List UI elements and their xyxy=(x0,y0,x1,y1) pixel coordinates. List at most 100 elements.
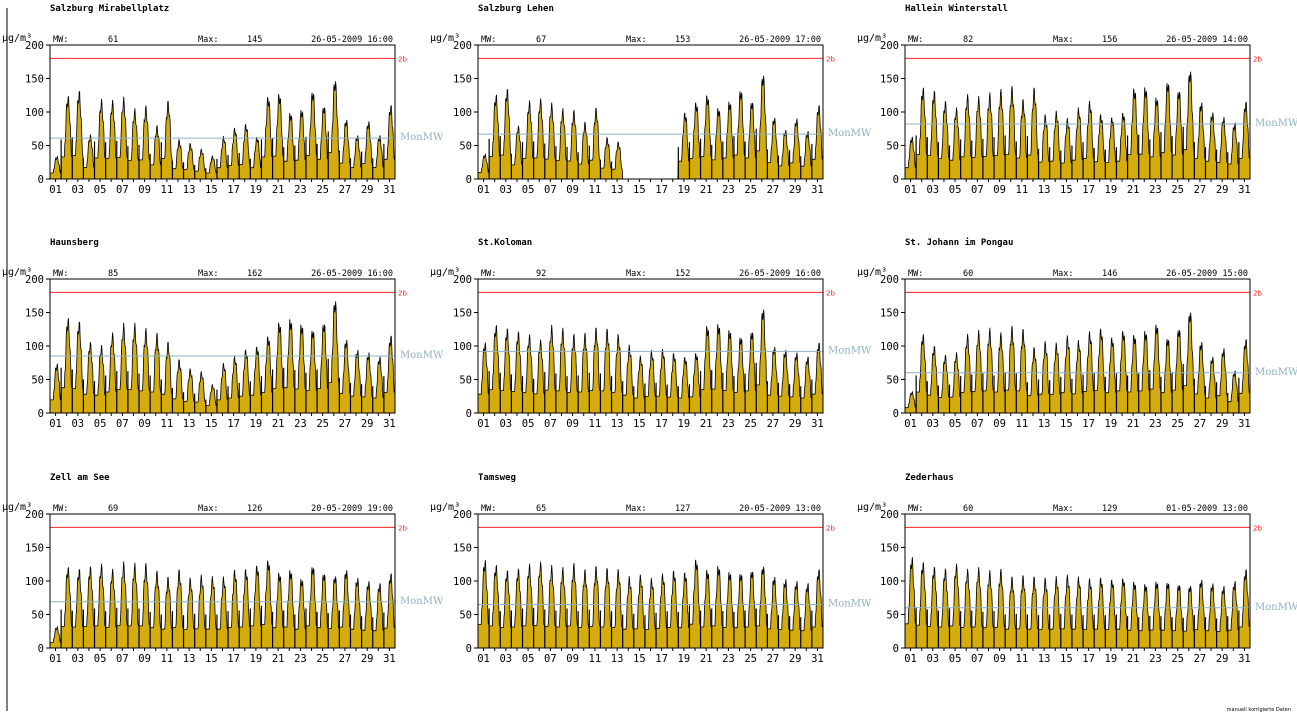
x-tick-label: 29 xyxy=(1216,653,1229,665)
x-tick-label: 17 xyxy=(655,184,668,196)
x-tick-label: 09 xyxy=(138,418,151,430)
x-tick-label: 23 xyxy=(722,653,735,665)
x-tick-label: 31 xyxy=(1238,184,1251,196)
y-tick-label: 100 xyxy=(25,576,44,588)
x-tick-label: 19 xyxy=(250,184,263,196)
mean-value: 82 xyxy=(963,35,973,45)
mean-line-label: MonMW xyxy=(1255,367,1297,378)
x-tick-label: 15 xyxy=(1060,653,1073,665)
y-tick-label: 200 xyxy=(880,274,899,286)
mean-value: 85 xyxy=(108,269,118,279)
x-tick-label: 13 xyxy=(1038,184,1051,196)
mean-value: 92 xyxy=(536,269,546,279)
x-tick-label: 27 xyxy=(767,653,780,665)
y-tick-label: 50 xyxy=(459,375,472,387)
ozone-area xyxy=(905,312,1250,413)
max-timestamp: 26-05-2009 16:00 xyxy=(739,269,821,279)
x-tick-label: 29 xyxy=(1216,184,1229,196)
x-tick-label: 07 xyxy=(971,184,984,196)
x-tick-label: 05 xyxy=(522,184,535,196)
max-value: 129 xyxy=(1102,504,1117,514)
y-tick-label: 0 xyxy=(38,408,44,420)
ozone-area xyxy=(50,301,395,413)
mean-line-label: MonMW xyxy=(400,132,444,143)
x-tick-label: 31 xyxy=(1238,418,1251,430)
x-tick-label: 27 xyxy=(767,418,780,430)
y-tick-label: 0 xyxy=(893,174,899,186)
y-tick-label: 50 xyxy=(459,610,472,622)
x-tick-label: 03 xyxy=(499,653,512,665)
panel-2: Salzburg Lehen µg/m³ MW: 67 Max: 153 26-05-200… xyxy=(430,4,872,196)
x-tick-label: 13 xyxy=(611,184,624,196)
limit-line-label: 2b xyxy=(398,524,407,532)
x-tick-label: 11 xyxy=(1016,418,1029,430)
mean-line-label: MonMW xyxy=(828,598,872,609)
y-tick-label: 150 xyxy=(25,308,44,320)
panel-6: St. Johann im Pongau µg/m³ MW: 60 Max: 146 26-… xyxy=(857,237,1297,430)
x-tick-label: 25 xyxy=(744,184,757,196)
x-tick-label: 11 xyxy=(589,653,602,665)
y-tick-label: 150 xyxy=(453,308,472,320)
y-tick-label: 100 xyxy=(453,341,472,353)
y-axis-unit: µg/m³ xyxy=(2,502,32,513)
x-tick-label: 15 xyxy=(1060,418,1073,430)
ozone-line xyxy=(478,89,624,180)
panel-title: Haunsberg xyxy=(50,238,99,248)
x-tick-label: 13 xyxy=(1038,653,1051,665)
x-tick-label: 29 xyxy=(361,184,374,196)
x-tick-label: 05 xyxy=(522,653,535,665)
x-tick-label: 07 xyxy=(544,418,557,430)
max-value: 162 xyxy=(247,269,262,279)
x-tick-label: 27 xyxy=(339,184,352,196)
x-tick-label: 21 xyxy=(1127,418,1140,430)
y-tick-label: 100 xyxy=(880,341,899,353)
x-tick-label: 11 xyxy=(161,184,174,196)
x-tick-label: 13 xyxy=(611,653,624,665)
ozone-area xyxy=(478,309,823,413)
mean-label: MW: xyxy=(53,504,68,514)
x-tick-label: 01 xyxy=(904,653,917,665)
x-tick-label: 31 xyxy=(811,184,824,196)
mean-value: 69 xyxy=(108,504,118,514)
x-tick-label: 31 xyxy=(1238,653,1251,665)
x-tick-label: 07 xyxy=(116,418,129,430)
ozone-line xyxy=(478,309,823,400)
ozone-line xyxy=(50,560,395,644)
x-tick-label: 19 xyxy=(1105,653,1118,665)
x-tick-label: 01 xyxy=(477,653,490,665)
y-tick-label: 50 xyxy=(459,141,472,153)
x-tick-label: 25 xyxy=(1171,653,1184,665)
x-tick-label: 31 xyxy=(811,418,824,430)
panel-3: Hallein Winterstall µg/m³ MW: 82 Max: 156 26-0… xyxy=(857,3,1297,196)
x-tick-label: 11 xyxy=(161,653,174,665)
x-tick-label: 21 xyxy=(700,418,713,430)
x-tick-label: 01 xyxy=(477,418,490,430)
y-tick-label: 200 xyxy=(453,40,472,52)
mean-label: MW: xyxy=(481,35,496,45)
x-tick-label: 23 xyxy=(1149,653,1162,665)
x-tick-label: 07 xyxy=(544,184,557,196)
x-tick-label: 09 xyxy=(993,653,1006,665)
mean-label: MW: xyxy=(908,504,923,514)
x-tick-label: 09 xyxy=(566,184,579,196)
mean-line-label: MonMW xyxy=(828,128,872,139)
mean-line-label: MonMW xyxy=(828,345,872,356)
ozone-line xyxy=(478,559,823,632)
limit-line-label: 2b xyxy=(1253,524,1262,532)
x-tick-label: 17 xyxy=(655,653,668,665)
y-axis-unit: µg/m³ xyxy=(857,33,887,44)
y-tick-label: 50 xyxy=(886,375,899,387)
mean-line-label: MonMW xyxy=(1255,602,1297,613)
x-tick-label: 25 xyxy=(744,418,757,430)
x-tick-label: 23 xyxy=(294,418,307,430)
x-tick-label: 29 xyxy=(1216,418,1229,430)
x-tick-label: 11 xyxy=(589,418,602,430)
y-tick-label: 100 xyxy=(453,576,472,588)
x-tick-label: 05 xyxy=(94,418,107,430)
mean-value: 60 xyxy=(963,269,973,279)
x-tick-label: 23 xyxy=(1149,418,1162,430)
x-tick-label: 25 xyxy=(316,184,329,196)
x-tick-label: 15 xyxy=(633,418,646,430)
footnote: manuell korrigierte Daten xyxy=(1226,707,1291,713)
